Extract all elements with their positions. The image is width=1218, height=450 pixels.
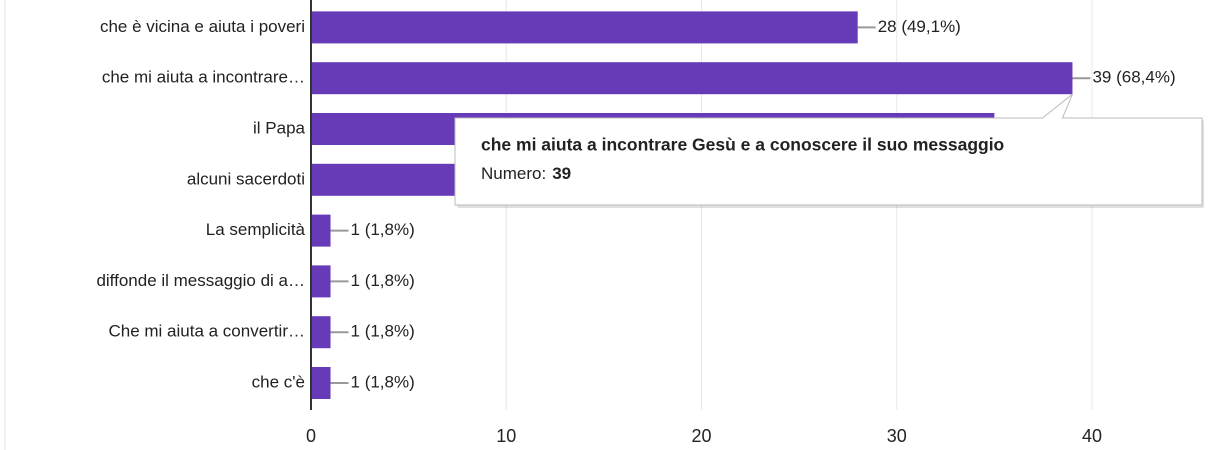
value-label: 1 (1,8%) (351, 220, 415, 239)
y-tick-label: La semplicità (206, 220, 306, 239)
value-label: 28 (49,1%) (878, 17, 961, 36)
bar (311, 214, 331, 247)
bar (311, 265, 331, 298)
x-tick-label: 30 (887, 426, 907, 446)
x-tick-label: 0 (306, 426, 316, 446)
tooltip-box (454, 93, 1203, 206)
y-tick-label: che è vicina e aiuta i poveri (100, 17, 305, 36)
bar (311, 62, 1073, 95)
value-label: 1 (1,8%) (351, 271, 415, 290)
y-tick-label: che c'è (252, 372, 305, 391)
y-tick-label: alcuni sacerdoti (187, 169, 305, 188)
y-tick-label: Che mi aiuta a convertir… (108, 322, 305, 341)
y-tick-label: diffonde il messaggio di a… (96, 271, 305, 290)
bar (311, 367, 331, 399)
value-label: 39 (68,4%) (1092, 68, 1175, 87)
y-tick-label: che mi aiuta a incontrare… (102, 68, 305, 87)
tooltip-line: Numero: 39 (481, 164, 571, 183)
x-tick-label: 40 (1082, 426, 1102, 446)
bar (311, 11, 858, 44)
y-tick-label: il Papa (253, 118, 306, 137)
tooltip-title: che mi aiuta a incontrare Gesù e a conos… (481, 135, 1004, 155)
tooltip: che mi aiuta a incontrare Gesù e a conos… (454, 93, 1204, 208)
bar (311, 316, 331, 349)
value-label: 1 (1,8%) (351, 322, 415, 341)
value-label: 1 (1,8%) (351, 372, 415, 391)
x-tick-label: 10 (496, 426, 516, 446)
tooltip-value: 39 (552, 164, 571, 183)
x-tick-label: 20 (691, 426, 711, 446)
tooltip-label: Numero: (481, 164, 546, 183)
